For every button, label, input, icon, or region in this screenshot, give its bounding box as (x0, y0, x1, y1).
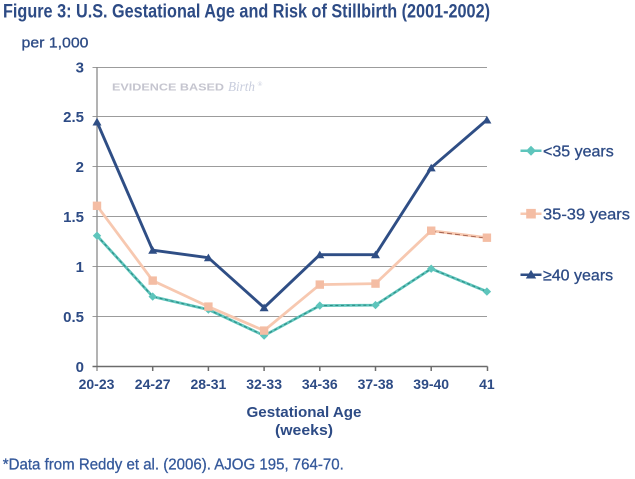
svg-text:24-27: 24-27 (135, 376, 171, 392)
svg-text:28-31: 28-31 (190, 376, 226, 392)
svg-text:EVIDENCE BASED: EVIDENCE BASED (112, 82, 224, 94)
svg-text:34-36: 34-36 (302, 376, 338, 392)
svg-text:2.5: 2.5 (63, 109, 84, 126)
svg-text:0: 0 (76, 359, 84, 376)
svg-text:per 1,000: per 1,000 (22, 35, 89, 52)
svg-text:(weeks): (weeks) (275, 422, 333, 439)
svg-text:39-40: 39-40 (413, 376, 449, 392)
svg-text:37-38: 37-38 (358, 376, 394, 392)
svg-text:32-33: 32-33 (246, 376, 282, 392)
svg-text:Figure 3: U.S. Gestational Age: Figure 3: U.S. Gestational Age and Risk … (3, 2, 490, 23)
svg-text:3: 3 (76, 59, 84, 76)
svg-text:20-23: 20-23 (79, 376, 115, 392)
svg-text:<35 years: <35 years (543, 143, 614, 160)
svg-text:2: 2 (76, 159, 84, 176)
svg-text:*Data from Reddy et al. (2006): *Data from Reddy et al. (2006). AJOG 195… (3, 456, 344, 473)
svg-text:35-39 years: 35-39 years (543, 206, 630, 223)
svg-text:®: ® (258, 81, 263, 88)
svg-text:1: 1 (76, 259, 84, 276)
svg-text:Birth: Birth (228, 80, 255, 95)
svg-text:41: 41 (479, 376, 495, 392)
svg-text:≥40 years: ≥40 years (543, 267, 613, 284)
svg-text:Gestational Age: Gestational Age (247, 404, 362, 421)
svg-text:0.5: 0.5 (63, 309, 84, 326)
svg-text:1.5: 1.5 (63, 209, 84, 226)
